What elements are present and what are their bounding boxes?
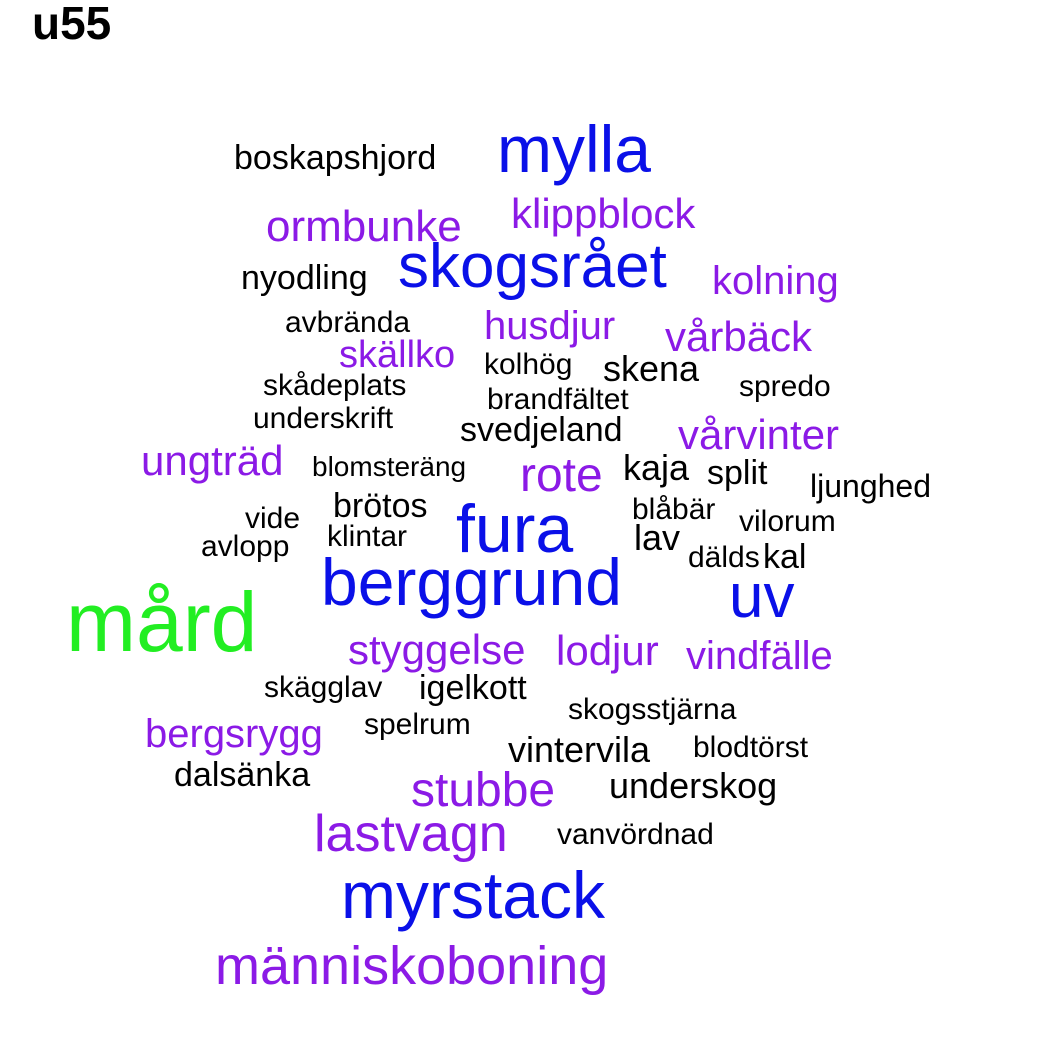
word-spredo: spredo xyxy=(739,370,831,404)
word-stubbe: stubbe xyxy=(411,763,556,817)
word-vide: vide xyxy=(245,502,301,536)
word-varvinter: vårvinter xyxy=(678,410,840,458)
word-brotos: brötos xyxy=(333,486,428,525)
word-rote: rote xyxy=(520,448,603,502)
word-avbranda: avbrända xyxy=(285,306,411,340)
word-vilorum: vilorum xyxy=(739,505,836,539)
word-myrstack: myrstack xyxy=(341,858,605,933)
word-ljunghed: ljunghed xyxy=(810,468,931,505)
page-title: u55 xyxy=(32,0,112,49)
word-skena: skena xyxy=(603,348,700,390)
word-avlopp: avlopp xyxy=(201,530,290,564)
word-husdjur: husdjur xyxy=(484,303,616,348)
word-vintervila: vintervila xyxy=(508,729,651,771)
word-skallko: skällko xyxy=(339,334,456,377)
word-klintar: klintar xyxy=(327,520,408,554)
word-kaja: kaja xyxy=(623,447,690,489)
word-styggelse: styggelse xyxy=(348,625,526,673)
word-bergsrygg: bergsrygg xyxy=(145,711,323,756)
word-svedjeland: svedjeland xyxy=(460,410,623,449)
word-vanvordnad: vanvördnad xyxy=(557,818,714,852)
word-skogsstjarna: skogsstjärna xyxy=(568,693,737,727)
word-kal: kal xyxy=(763,537,807,576)
word-underskog: underskog xyxy=(609,765,778,807)
word-manniskoboning: människoboning xyxy=(215,935,609,996)
word-boskapshjord: boskapshjord xyxy=(234,138,437,177)
word-lastvagn: lastvagn xyxy=(314,805,508,864)
word-kolhog: kolhög xyxy=(484,348,573,382)
word-split: split xyxy=(707,453,768,492)
word-dalsanka: dalsänka xyxy=(174,755,311,794)
word-mard: mård xyxy=(66,574,258,669)
word-blabar: blåbär xyxy=(632,493,716,527)
word-skadeplats: skådeplats xyxy=(263,369,407,403)
word-ungtrad: ungträd xyxy=(141,436,284,484)
word-lav: lav xyxy=(634,517,681,559)
word-underskrift: underskrift xyxy=(253,402,394,436)
word-igelkott: igelkott xyxy=(419,668,527,707)
word-spelrum: spelrum xyxy=(364,708,471,742)
word-fura: fura xyxy=(456,490,574,567)
word-lodjur: lodjur xyxy=(556,626,659,674)
word-mylla: mylla xyxy=(497,112,652,187)
word-varback: vårbäck xyxy=(665,312,813,360)
word-skogsraet: skogsrået xyxy=(398,231,667,301)
word-uv: uv xyxy=(729,561,795,631)
word-blomsterang: blomsteräng xyxy=(312,450,467,482)
word-kolning: kolning xyxy=(712,258,839,303)
word-vindfalle: vindfälle xyxy=(686,633,833,678)
word-klippblock: klippblock xyxy=(511,189,696,237)
word-ormbunke: ormbunke xyxy=(266,202,462,252)
word-skagglav: skägglav xyxy=(264,671,383,705)
word-berggrund: berggrund xyxy=(321,545,622,620)
word-dalds: dälds xyxy=(688,541,760,575)
word-brandfaltet: brandfältet xyxy=(487,383,629,417)
word-blodtorst: blodtörst xyxy=(693,731,809,765)
word-nyodling: nyodling xyxy=(241,258,368,297)
